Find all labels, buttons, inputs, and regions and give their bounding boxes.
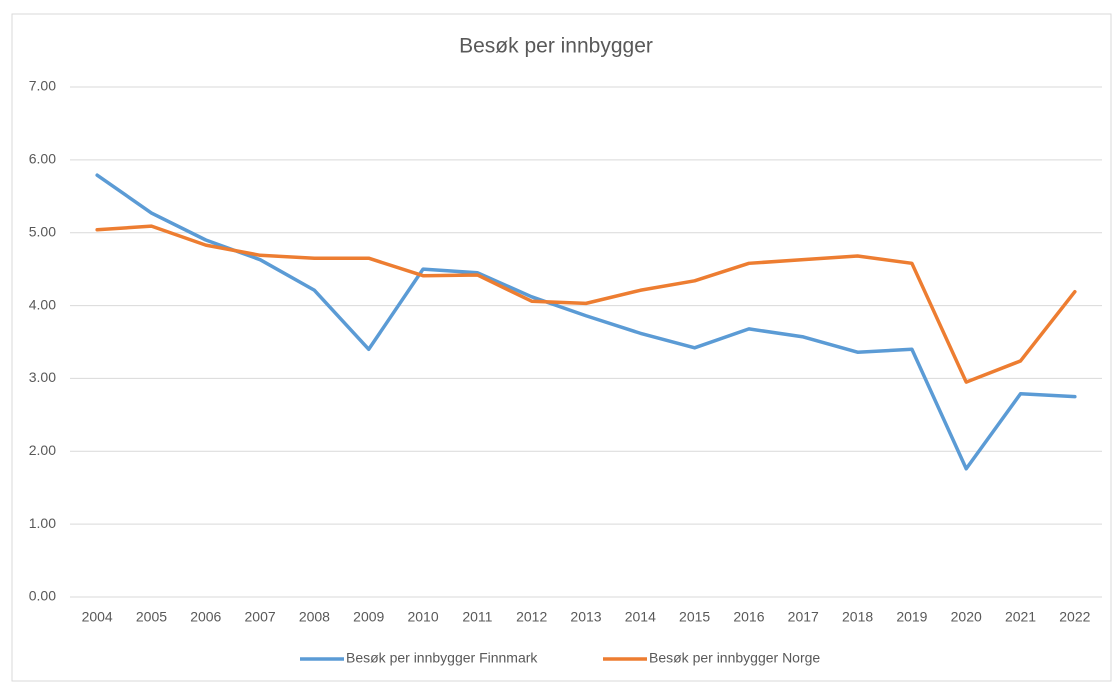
x-tick-label: 2016: [733, 609, 764, 625]
chart-title: Besøk per innbygger: [459, 35, 653, 58]
y-tick-label: 4.00: [29, 296, 56, 312]
y-tick-label: 5.00: [29, 223, 56, 239]
y-tick-label: 7.00: [29, 78, 56, 94]
x-tick-label: 2012: [516, 609, 547, 625]
x-tick-label: 2007: [245, 609, 276, 625]
x-tick-label: 2021: [1005, 609, 1036, 625]
x-tick-label: 2022: [1059, 609, 1090, 625]
x-tick-label: 2014: [625, 609, 656, 625]
x-tick-label: 2006: [190, 609, 221, 625]
data-line: [95, 224, 1077, 384]
x-tick-label: 2005: [136, 609, 167, 625]
x-tick-label: 2008: [299, 609, 330, 625]
y-tick-label: 0.00: [29, 588, 56, 604]
y-tick-label: 3.00: [29, 369, 56, 385]
x-tick-label: 2013: [570, 609, 601, 625]
x-tick-label: 2019: [896, 609, 927, 625]
y-tick-label: 2.00: [29, 442, 56, 458]
x-tick-label: 2011: [462, 609, 492, 625]
legend-label: Besøk per innbygger Norge: [649, 650, 820, 666]
y-tick-label: 6.00: [29, 151, 56, 167]
legend-label: Besøk per innbygger Finnmark: [346, 650, 538, 666]
x-tick-label: 2004: [82, 609, 113, 625]
x-tick-label: 2020: [951, 609, 982, 625]
x-tick-label: 2010: [407, 609, 438, 625]
x-tick-label: 2017: [788, 609, 819, 625]
x-tick-label: 2009: [353, 609, 384, 625]
x-tick-label: 2018: [842, 609, 873, 625]
chart-frame: [11, 13, 1112, 682]
y-tick-label: 1.00: [29, 515, 56, 531]
data-line: [95, 173, 1077, 471]
x-tick-label: 2015: [679, 609, 710, 625]
